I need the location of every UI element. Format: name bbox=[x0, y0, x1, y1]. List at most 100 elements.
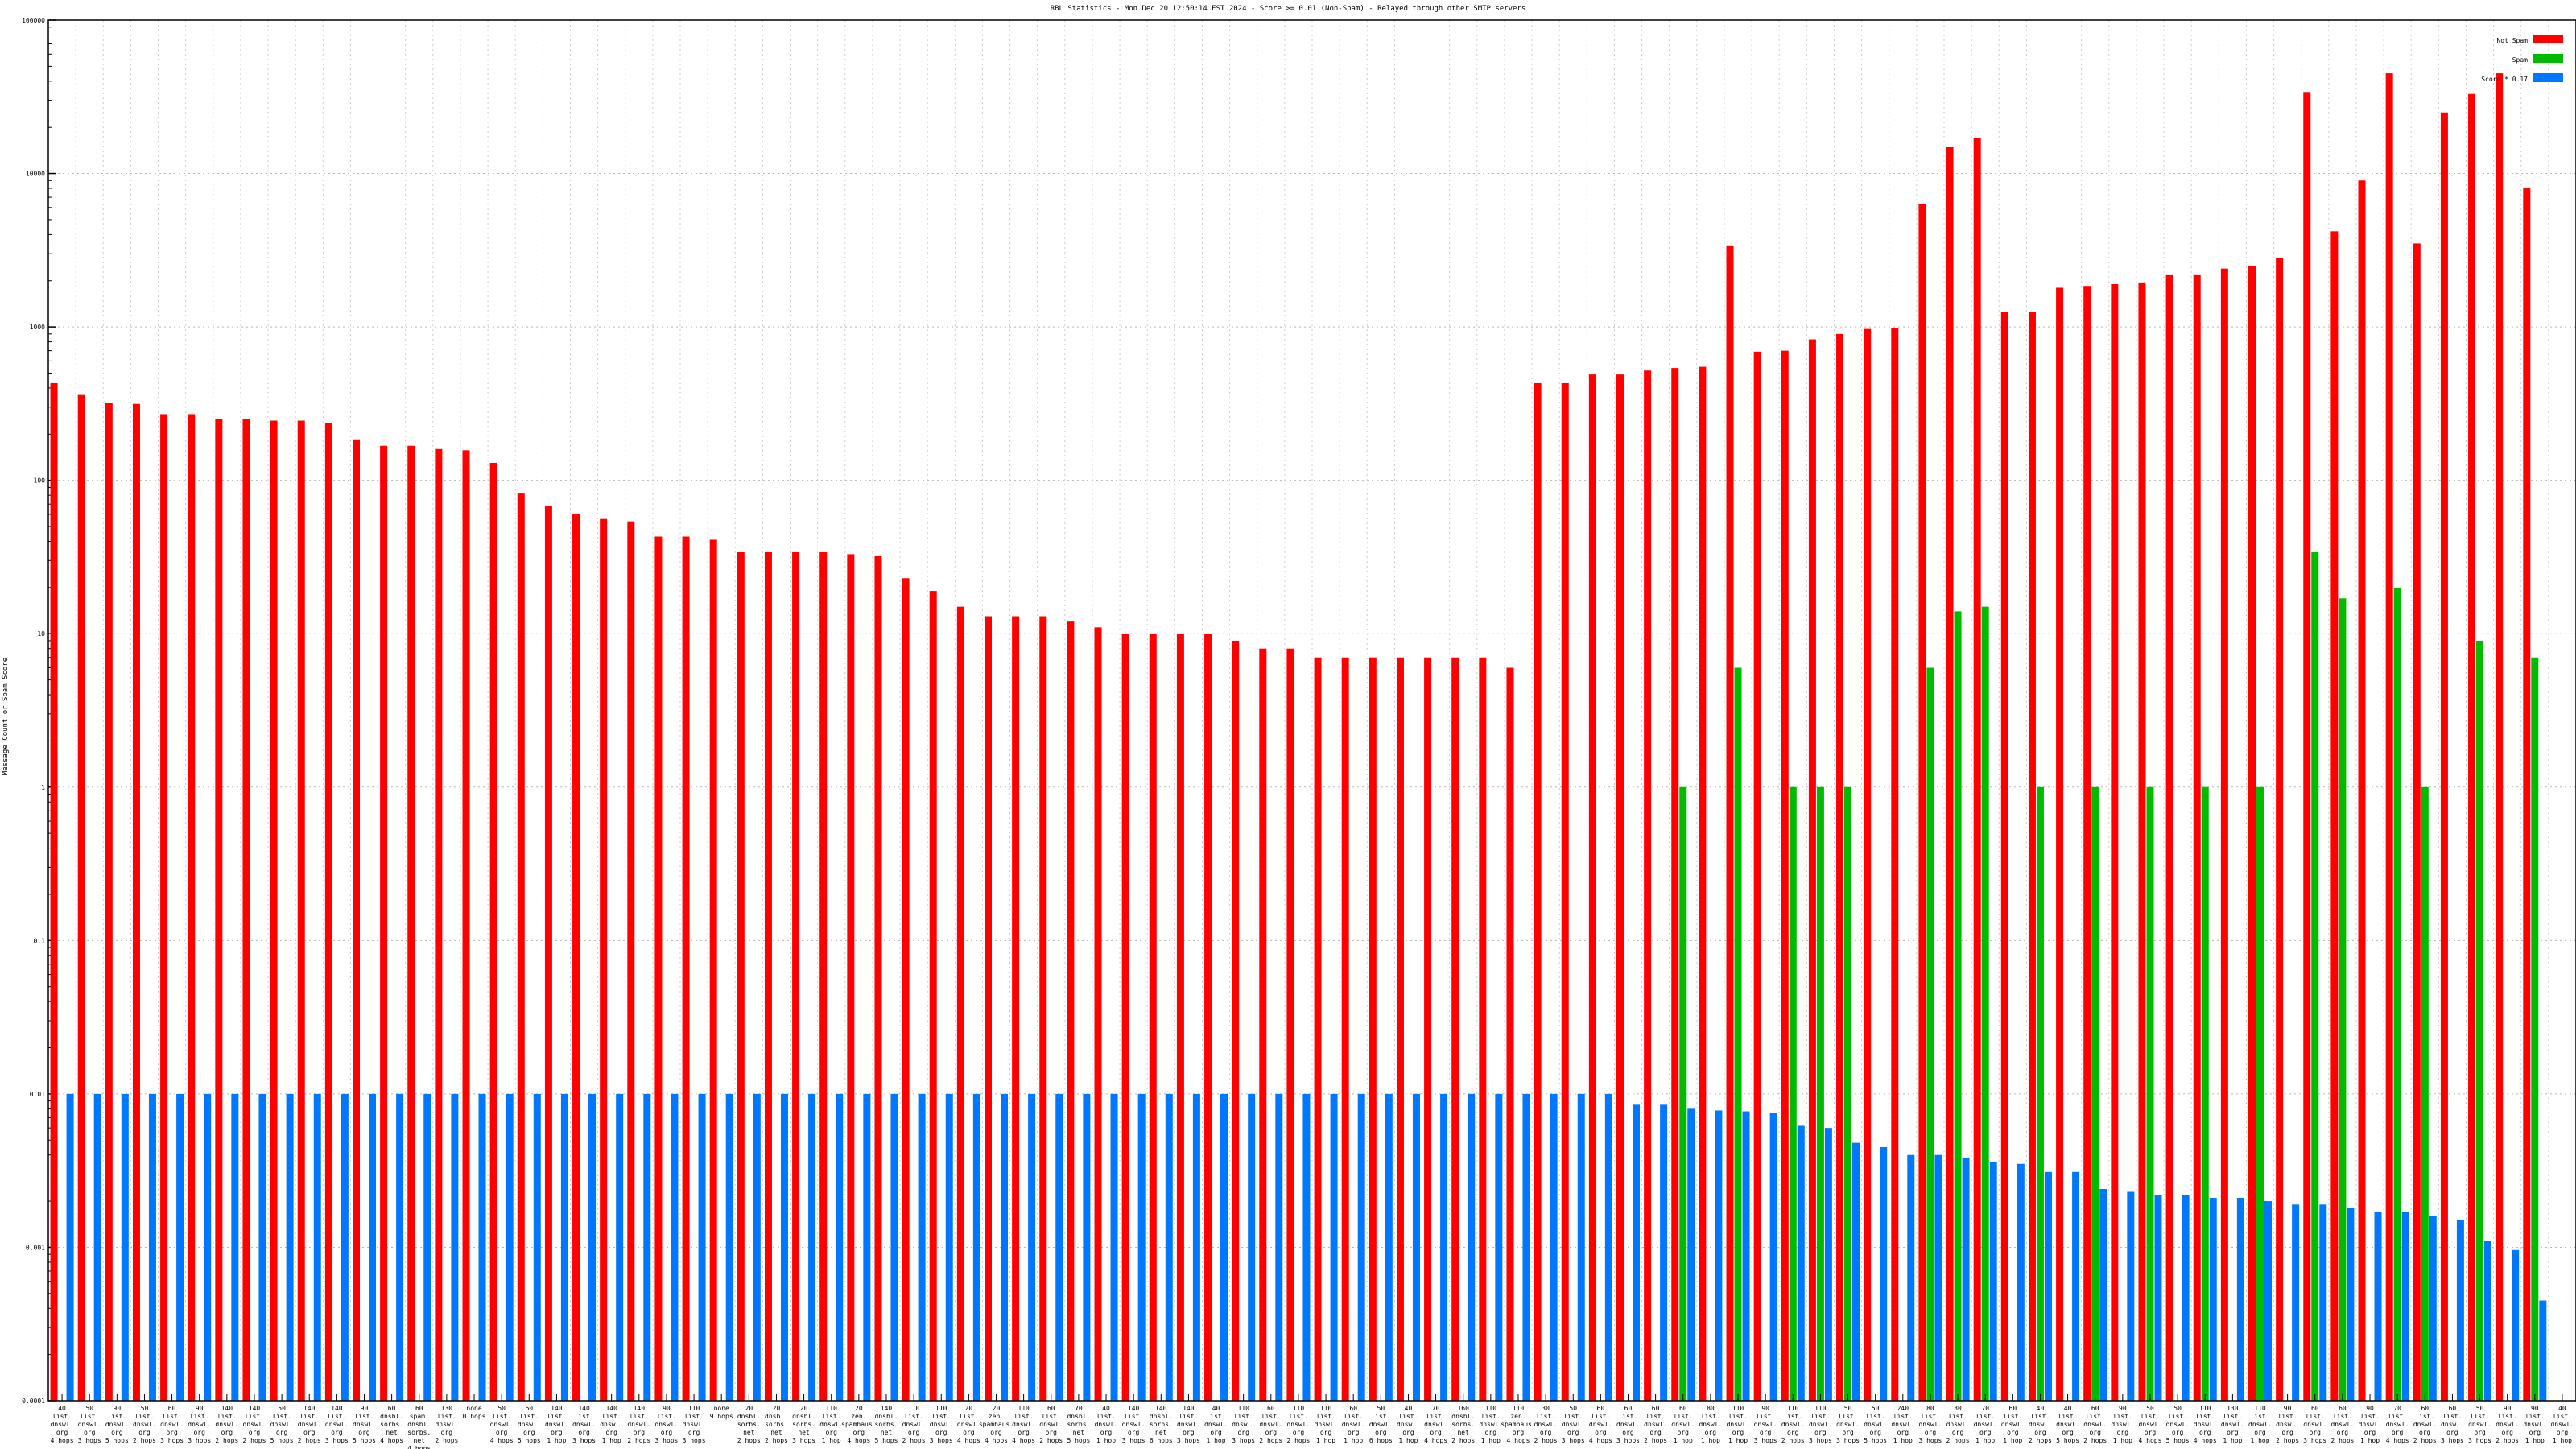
bar-score-0-17 bbox=[1989, 1162, 1997, 1401]
bar-not-spam bbox=[1588, 374, 1596, 1401]
x-tick-label: 60 list. dnswl. org 2 hops bbox=[1039, 1405, 1063, 1444]
bar-score-0-17 bbox=[2374, 1212, 2382, 1401]
x-tick-label: 90 list. dnswl. org 2 hops bbox=[2276, 1405, 2299, 1444]
x-tick-label: 50 list. dnswl. org 6 hops bbox=[1369, 1405, 1393, 1444]
bar-score-0-17 bbox=[972, 1093, 980, 1401]
x-tick-label: 110 list. dnswl. org 1 hop bbox=[1727, 1405, 1750, 1444]
bar-score-0-17 bbox=[1907, 1154, 1915, 1401]
bar-not-spam bbox=[1286, 648, 1294, 1401]
bar-score-0-17 bbox=[1769, 1113, 1777, 1401]
bar-score-0-17 bbox=[121, 1093, 129, 1401]
bar-not-spam bbox=[1699, 366, 1707, 1402]
bar-not-spam bbox=[2248, 266, 2256, 1401]
x-tick-label: 110 list. dnswl. org 1 hop bbox=[819, 1405, 843, 1444]
bar-not-spam bbox=[902, 578, 910, 1401]
bar-not-spam bbox=[1918, 204, 1926, 1401]
x-tick-label: 50 list. dnswl. org 5 hops bbox=[1864, 1405, 1887, 1444]
bar-not-spam bbox=[1891, 328, 1899, 1402]
bar-not-spam bbox=[2468, 93, 2476, 1401]
x-tick-label: 40 list. dnswl. org 1 hop bbox=[2550, 1405, 2574, 1444]
bar-score-0-17 bbox=[836, 1093, 844, 1401]
bar-spam bbox=[2091, 786, 2099, 1401]
x-tick-label: 50 list. dnswl. org 3 hops bbox=[1836, 1405, 1860, 1444]
x-tick-label: 160 dnsbl. sorbs. net 2 hops bbox=[1451, 1405, 1475, 1444]
bar-not-spam bbox=[1149, 634, 1157, 1401]
y-tick-label: 0.0001 bbox=[22, 1397, 45, 1405]
bar-not-spam bbox=[1341, 657, 1349, 1401]
bar-score-0-17 bbox=[643, 1093, 651, 1401]
x-tick-label: none 9 hops bbox=[710, 1405, 733, 1420]
bar-spam bbox=[2393, 587, 2401, 1401]
bar-score-0-17 bbox=[341, 1093, 349, 1401]
bar-not-spam bbox=[2413, 243, 2421, 1401]
x-tick-label: 130 list. dnswl. org 2 hops bbox=[435, 1405, 458, 1444]
bar-spam bbox=[2146, 786, 2154, 1401]
bar-score-0-17 bbox=[1687, 1108, 1695, 1401]
x-tick-label: 30 list. dnswl. org 2 hops bbox=[1946, 1405, 1970, 1444]
bar-spam bbox=[1844, 786, 1852, 1401]
bar-score-0-17 bbox=[2319, 1204, 2327, 1401]
x-tick-label: 60 list. dnswl. org 1 hop bbox=[1342, 1405, 1365, 1444]
x-tick-label: 50 list. dnswl. org 5 hops bbox=[2166, 1405, 2190, 1444]
bar-score-0-17 bbox=[698, 1093, 706, 1401]
bar-score-0-17 bbox=[2236, 1198, 2244, 1401]
y-axis-label: Message Count or Spam Score bbox=[2, 658, 10, 775]
y-tick-label: 10000 bbox=[26, 171, 45, 178]
bar-not-spam bbox=[709, 539, 717, 1401]
bar-not-spam bbox=[737, 551, 745, 1401]
x-tick-label: 40 list. dnswl. org 5 hops bbox=[2056, 1405, 2079, 1444]
bar-spam bbox=[2201, 786, 2209, 1401]
bar-not-spam bbox=[1808, 339, 1816, 1401]
bar-not-spam bbox=[1781, 350, 1789, 1401]
bar-spam bbox=[2476, 640, 2484, 1401]
x-tick-label: 60 list. dnswl. org 2 hops bbox=[2413, 1405, 2437, 1444]
bar-not-spam bbox=[792, 551, 800, 1401]
bar-score-0-17 bbox=[1440, 1093, 1448, 1401]
x-tick-label: 110 list. dnswl. org 3 hops bbox=[1809, 1405, 1832, 1444]
x-tick-label: 90 list. dnswl. org 1 hop bbox=[2111, 1405, 2134, 1444]
y-tick-label: 0.01 bbox=[30, 1091, 45, 1098]
x-tick-label: 60 list. dnswl. org 1 hop bbox=[2001, 1405, 2025, 1444]
bar-score-0-17 bbox=[506, 1093, 514, 1401]
bar-not-spam bbox=[2440, 112, 2448, 1402]
bar-score-0-17 bbox=[1468, 1093, 1476, 1401]
bar-not-spam bbox=[489, 462, 497, 1401]
bar-score-0-17 bbox=[725, 1093, 733, 1401]
bar-not-spam bbox=[105, 402, 113, 1402]
bar-score-0-17 bbox=[1522, 1093, 1530, 1401]
y-tick-label: 1 bbox=[41, 784, 45, 791]
bar-not-spam bbox=[50, 382, 58, 1402]
x-tick-label: 140 list. dnswl. org 3 hops bbox=[572, 1405, 596, 1444]
x-tick-label: 90 list. dnswl. org 5 hops bbox=[353, 1405, 376, 1444]
bar-score-0-17 bbox=[478, 1093, 486, 1401]
bar-score-0-17 bbox=[1192, 1093, 1200, 1401]
bar-score-0-17 bbox=[2264, 1201, 2272, 1401]
bar-not-spam bbox=[1176, 634, 1184, 1401]
bar-score-0-17 bbox=[1742, 1111, 1750, 1401]
x-tick-label: 110 list. dnswl. org 4 hops bbox=[1012, 1405, 1035, 1444]
bar-not-spam bbox=[847, 554, 855, 1401]
bar-score-0-17 bbox=[258, 1093, 266, 1401]
x-tick-label: 140 list. dnswl. org 2 hops bbox=[243, 1405, 266, 1444]
y-tick-label: 10 bbox=[37, 630, 45, 638]
bar-not-spam bbox=[2083, 286, 2091, 1401]
bar-score-0-17 bbox=[2484, 1241, 2492, 1401]
bar-not-spam bbox=[1973, 138, 1981, 1402]
bar-not-spam bbox=[572, 514, 580, 1401]
bar-not-spam bbox=[517, 493, 525, 1402]
bar-score-0-17 bbox=[616, 1093, 624, 1401]
x-tick-label: 60 dnsbl. sorbs. net 4 hops bbox=[380, 1405, 403, 1444]
bar-score-0-17 bbox=[2429, 1216, 2437, 1401]
bar-not-spam bbox=[1451, 657, 1459, 1401]
bar-not-spam bbox=[1479, 657, 1487, 1401]
bar-not-spam bbox=[1259, 648, 1267, 1401]
bar-spam bbox=[2036, 786, 2044, 1401]
bar-score-0-17 bbox=[286, 1093, 294, 1401]
bar-score-0-17 bbox=[231, 1093, 239, 1401]
bar-spam bbox=[1816, 786, 1824, 1401]
bar-score-0-17 bbox=[451, 1093, 459, 1401]
bar-score-0-17 bbox=[780, 1093, 788, 1401]
x-tick-label: 20 list. dnswl. org 4 hops bbox=[957, 1405, 980, 1444]
bar-score-0-17 bbox=[2072, 1171, 2080, 1401]
x-tick-label: 60 spam. dnsbl. sorbs. net 4 hops bbox=[407, 1405, 431, 1449]
